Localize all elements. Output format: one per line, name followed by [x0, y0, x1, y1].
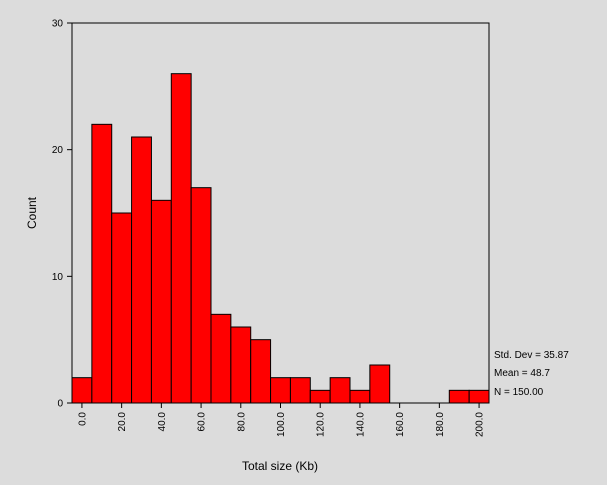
histogram-bar [91, 123, 113, 404]
x-axis: 0.0 20.0 40.0 60.0 80.0 100.0 120.0 140.0 160.0 1… [77, 403, 486, 437]
histogram-bar [230, 326, 252, 404]
bars-group [71, 73, 490, 404]
histogram-bar [150, 199, 172, 404]
histogram-bar [71, 377, 93, 404]
x-tick-label: 80.0 [236, 412, 247, 432]
x-tick-label: 100.0 [276, 412, 287, 437]
x-tick-label: 120.0 [316, 412, 327, 437]
x-tick-label: 40.0 [157, 412, 168, 432]
x-tick-label: 60.0 [197, 412, 208, 432]
histogram-bar [210, 313, 232, 404]
histogram-bar [349, 389, 371, 404]
stat-std-dev: Std. Dev = 35.87 [494, 350, 569, 361]
x-axis-title: Total size (Kb) [242, 459, 318, 473]
histogram-bar [448, 389, 470, 404]
y-axis-title: Count [25, 196, 39, 229]
histogram-bar [111, 212, 133, 404]
y-tick-label: 30 [52, 19, 64, 30]
histogram-bar [329, 377, 351, 404]
stat-mean: Mean = 48.7 [494, 368, 550, 379]
histogram-bar [369, 364, 391, 404]
x-tick-label: 20.0 [117, 412, 128, 432]
histogram-bar [309, 389, 331, 404]
y-tick-label: 0 [57, 399, 63, 410]
histogram-bar [270, 377, 291, 404]
histogram-bar [468, 389, 490, 404]
x-tick-label: 200.0 [475, 412, 486, 437]
stat-n: N = 150.00 [494, 387, 544, 398]
y-axis: 0 10 20 30 [52, 19, 72, 410]
histogram-bar [190, 187, 212, 404]
histogram-bar [170, 73, 192, 404]
x-tick-label: 140.0 [355, 412, 366, 437]
x-tick-label: 160.0 [395, 412, 406, 437]
histogram-bar [250, 339, 272, 404]
x-tick-label: 180.0 [435, 412, 446, 437]
histogram-bar [131, 136, 152, 404]
y-tick-label: 10 [52, 272, 64, 283]
stats-panel: Std. Dev = 35.87 Mean = 48.7 N = 150.00 [494, 350, 569, 398]
x-tick-label: 0.0 [77, 412, 88, 426]
histogram-bar [289, 377, 311, 404]
y-tick-label: 20 [52, 145, 64, 156]
